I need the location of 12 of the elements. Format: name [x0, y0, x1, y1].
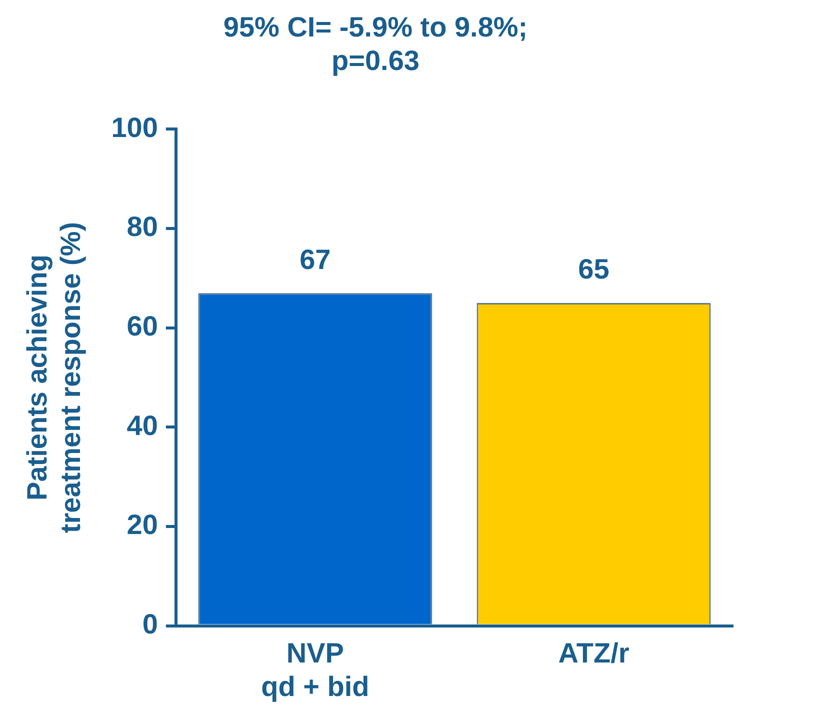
x-tick-label: NVP qd + bid [261, 637, 370, 702]
y-tick-label: 20 [126, 509, 158, 540]
y-axis-title: Patients achieving treatment response (%) [22, 222, 86, 534]
chart-title: 95% CI= -5.9% to 9.8%; p=0.63 [223, 12, 528, 76]
y-tick-label: 60 [126, 310, 158, 342]
y-tick-label: 40 [126, 410, 158, 441]
y-tick-label: 100 [111, 112, 158, 143]
y-tick-label: 80 [126, 211, 158, 242]
x-tick-label: ATZ/r [558, 637, 630, 668]
data-label: 65 [578, 254, 610, 285]
y-tick-label: 0 [142, 608, 158, 640]
data-label: 67 [300, 244, 331, 275]
